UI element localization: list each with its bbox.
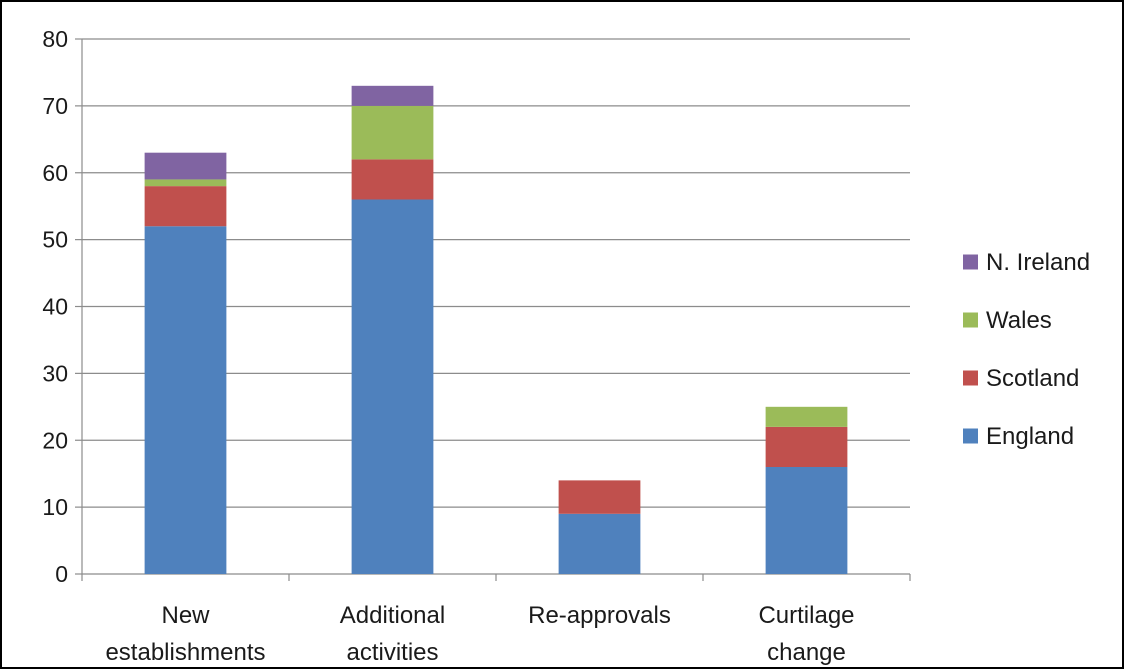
bar-segment-n-ireland [351, 85, 434, 106]
bar-segment-wales [351, 105, 434, 160]
legend-label: Scotland [986, 365, 1079, 392]
y-tick-label: 30 [42, 360, 68, 386]
legend: N. Ireland Wales Scotland England [963, 249, 1090, 450]
category-label: Re-approvals [528, 602, 671, 629]
category-label: establishments [105, 639, 265, 666]
bar-segment-n-ireland [144, 152, 227, 180]
y-tick-label: 0 [55, 561, 68, 587]
legend-label: England [986, 423, 1074, 450]
bar-segment-wales [144, 179, 227, 187]
legend-swatch-scotland [963, 370, 978, 386]
legend-label: Wales [986, 307, 1052, 334]
legend-swatch-wales [963, 312, 978, 328]
y-tick-label: 40 [42, 294, 68, 320]
bar-segment-scotland [144, 186, 227, 227]
bar-segment-england [558, 513, 641, 574]
legend-label: N. Ireland [986, 249, 1090, 276]
y-tick-labels: 0 10 20 30 40 50 60 70 80 [42, 26, 68, 587]
category-labels: New establishments Additional activities Re-… [105, 602, 854, 666]
y-tick-label: 50 [42, 227, 68, 253]
bar-segment-scotland [351, 159, 434, 200]
y-tick-label: 70 [42, 93, 68, 119]
legend-swatch-england [963, 428, 978, 444]
y-tick-label: 60 [42, 160, 68, 186]
y-tick-label: 80 [42, 26, 68, 52]
y-tick-label: 10 [42, 494, 68, 520]
category-label: New [161, 602, 210, 629]
category-label: Curtilage [758, 602, 854, 629]
bar-segment-wales [765, 406, 848, 427]
category-label: activities [346, 639, 438, 666]
category-label: change [767, 639, 846, 666]
y-tick-label: 20 [42, 427, 68, 453]
category-label: Additional [340, 602, 445, 629]
bar-segment-england [765, 467, 848, 574]
bar-segment-england [144, 226, 227, 574]
legend-swatch-n-ireland [963, 254, 978, 270]
bar-segment-scotland [765, 426, 848, 467]
bar-segment-england [351, 199, 434, 574]
bar-segment-scotland [558, 480, 641, 514]
bars [144, 85, 848, 574]
